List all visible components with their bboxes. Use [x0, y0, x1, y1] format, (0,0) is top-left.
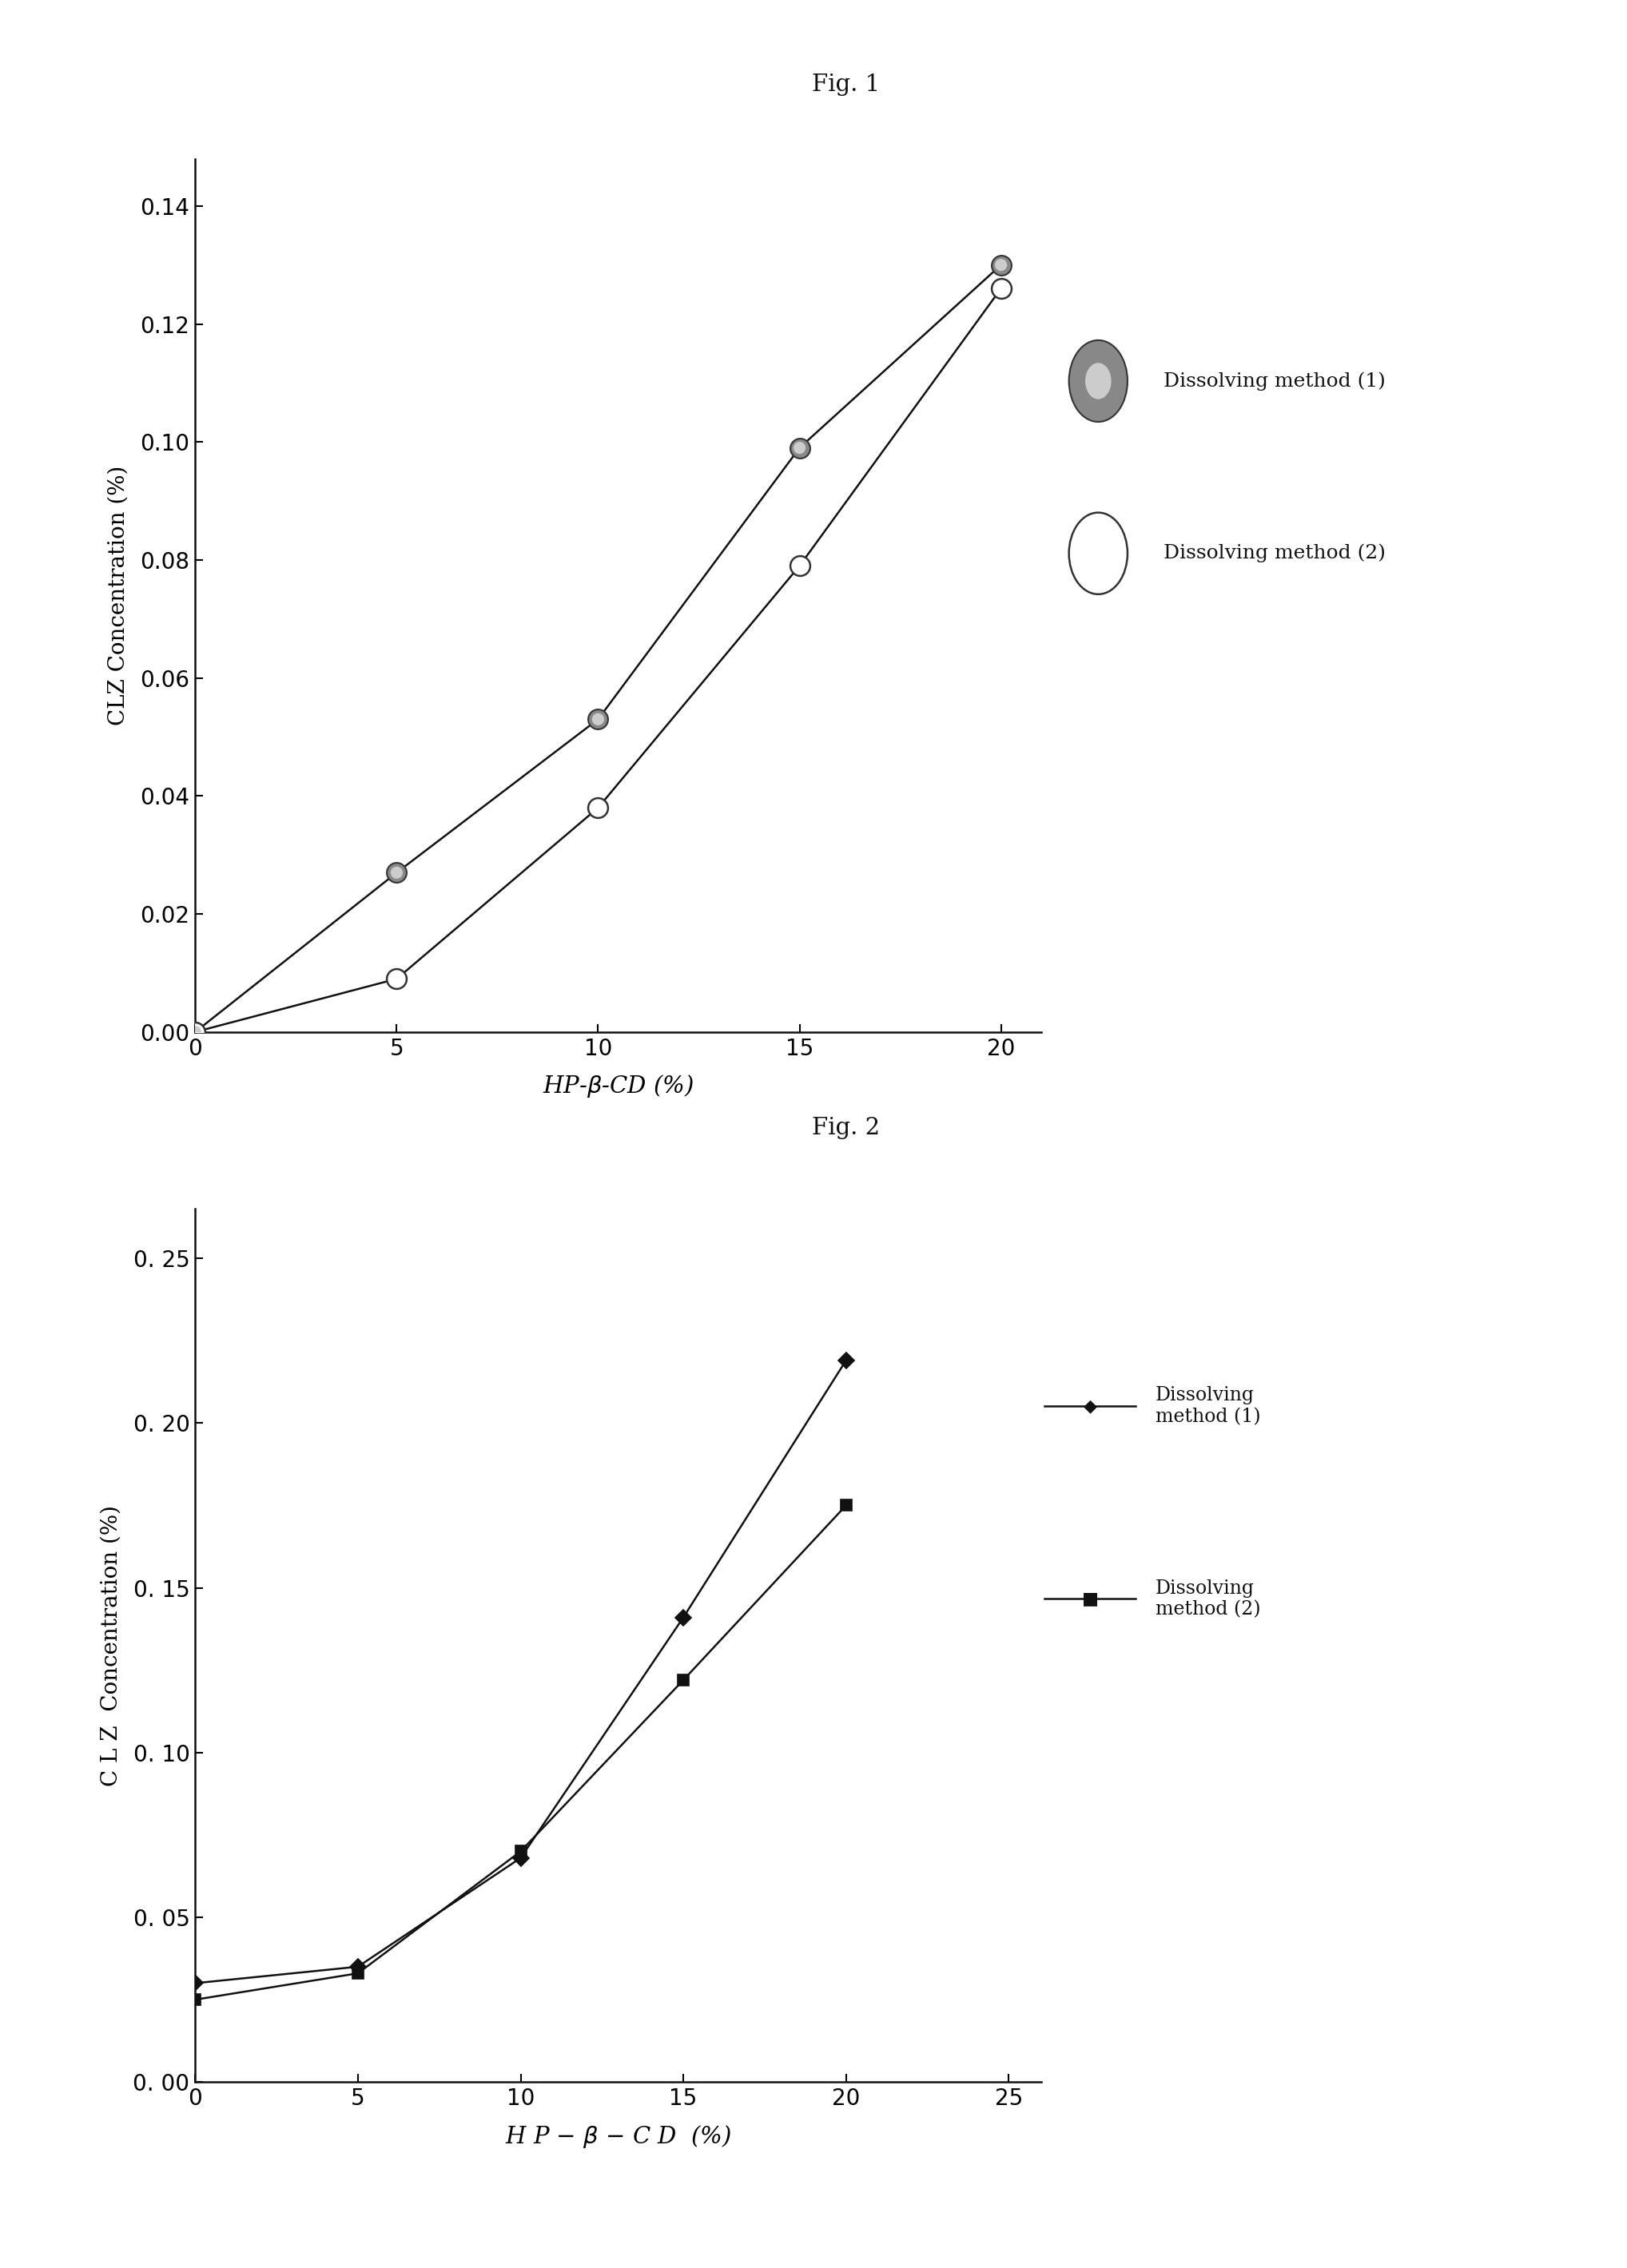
Text: Dissolving method (2): Dissolving method (2): [1163, 544, 1386, 562]
Point: [182, 1014, 208, 1050]
Point: [384, 855, 410, 891]
X-axis label: H P $-$ $\beta$ $-$ C D  (%): H P $-$ $\beta$ $-$ C D (%): [504, 2123, 732, 2150]
Point: [786, 547, 812, 583]
Text: Dissolving
method (2): Dissolving method (2): [1155, 1579, 1261, 1619]
Text: Fig. 2: Fig. 2: [812, 1116, 880, 1139]
X-axis label: HP-$\beta$-CD (%): HP-$\beta$-CD (%): [542, 1073, 695, 1100]
Text: ◆: ◆: [1084, 1397, 1097, 1415]
Point: [988, 247, 1014, 284]
Point: [182, 1014, 208, 1050]
Point: [988, 247, 1014, 284]
Y-axis label: CLZ Concentration (%): CLZ Concentration (%): [107, 465, 129, 726]
Point: [586, 701, 612, 737]
Point: [786, 429, 812, 465]
Y-axis label: C L Z  Concentration (%): C L Z Concentration (%): [101, 1506, 122, 1785]
Point: [786, 429, 812, 465]
Text: Fig. 1: Fig. 1: [812, 73, 880, 95]
Text: Dissolving method (1): Dissolving method (1): [1163, 372, 1385, 390]
Point: [182, 1014, 208, 1050]
Point: [384, 962, 410, 998]
Point: [384, 855, 410, 891]
Point: [586, 789, 612, 826]
Text: ■: ■: [1082, 1590, 1098, 1608]
Point: [988, 270, 1014, 306]
Text: Dissolving
method (1): Dissolving method (1): [1155, 1386, 1261, 1427]
Point: [586, 701, 612, 737]
